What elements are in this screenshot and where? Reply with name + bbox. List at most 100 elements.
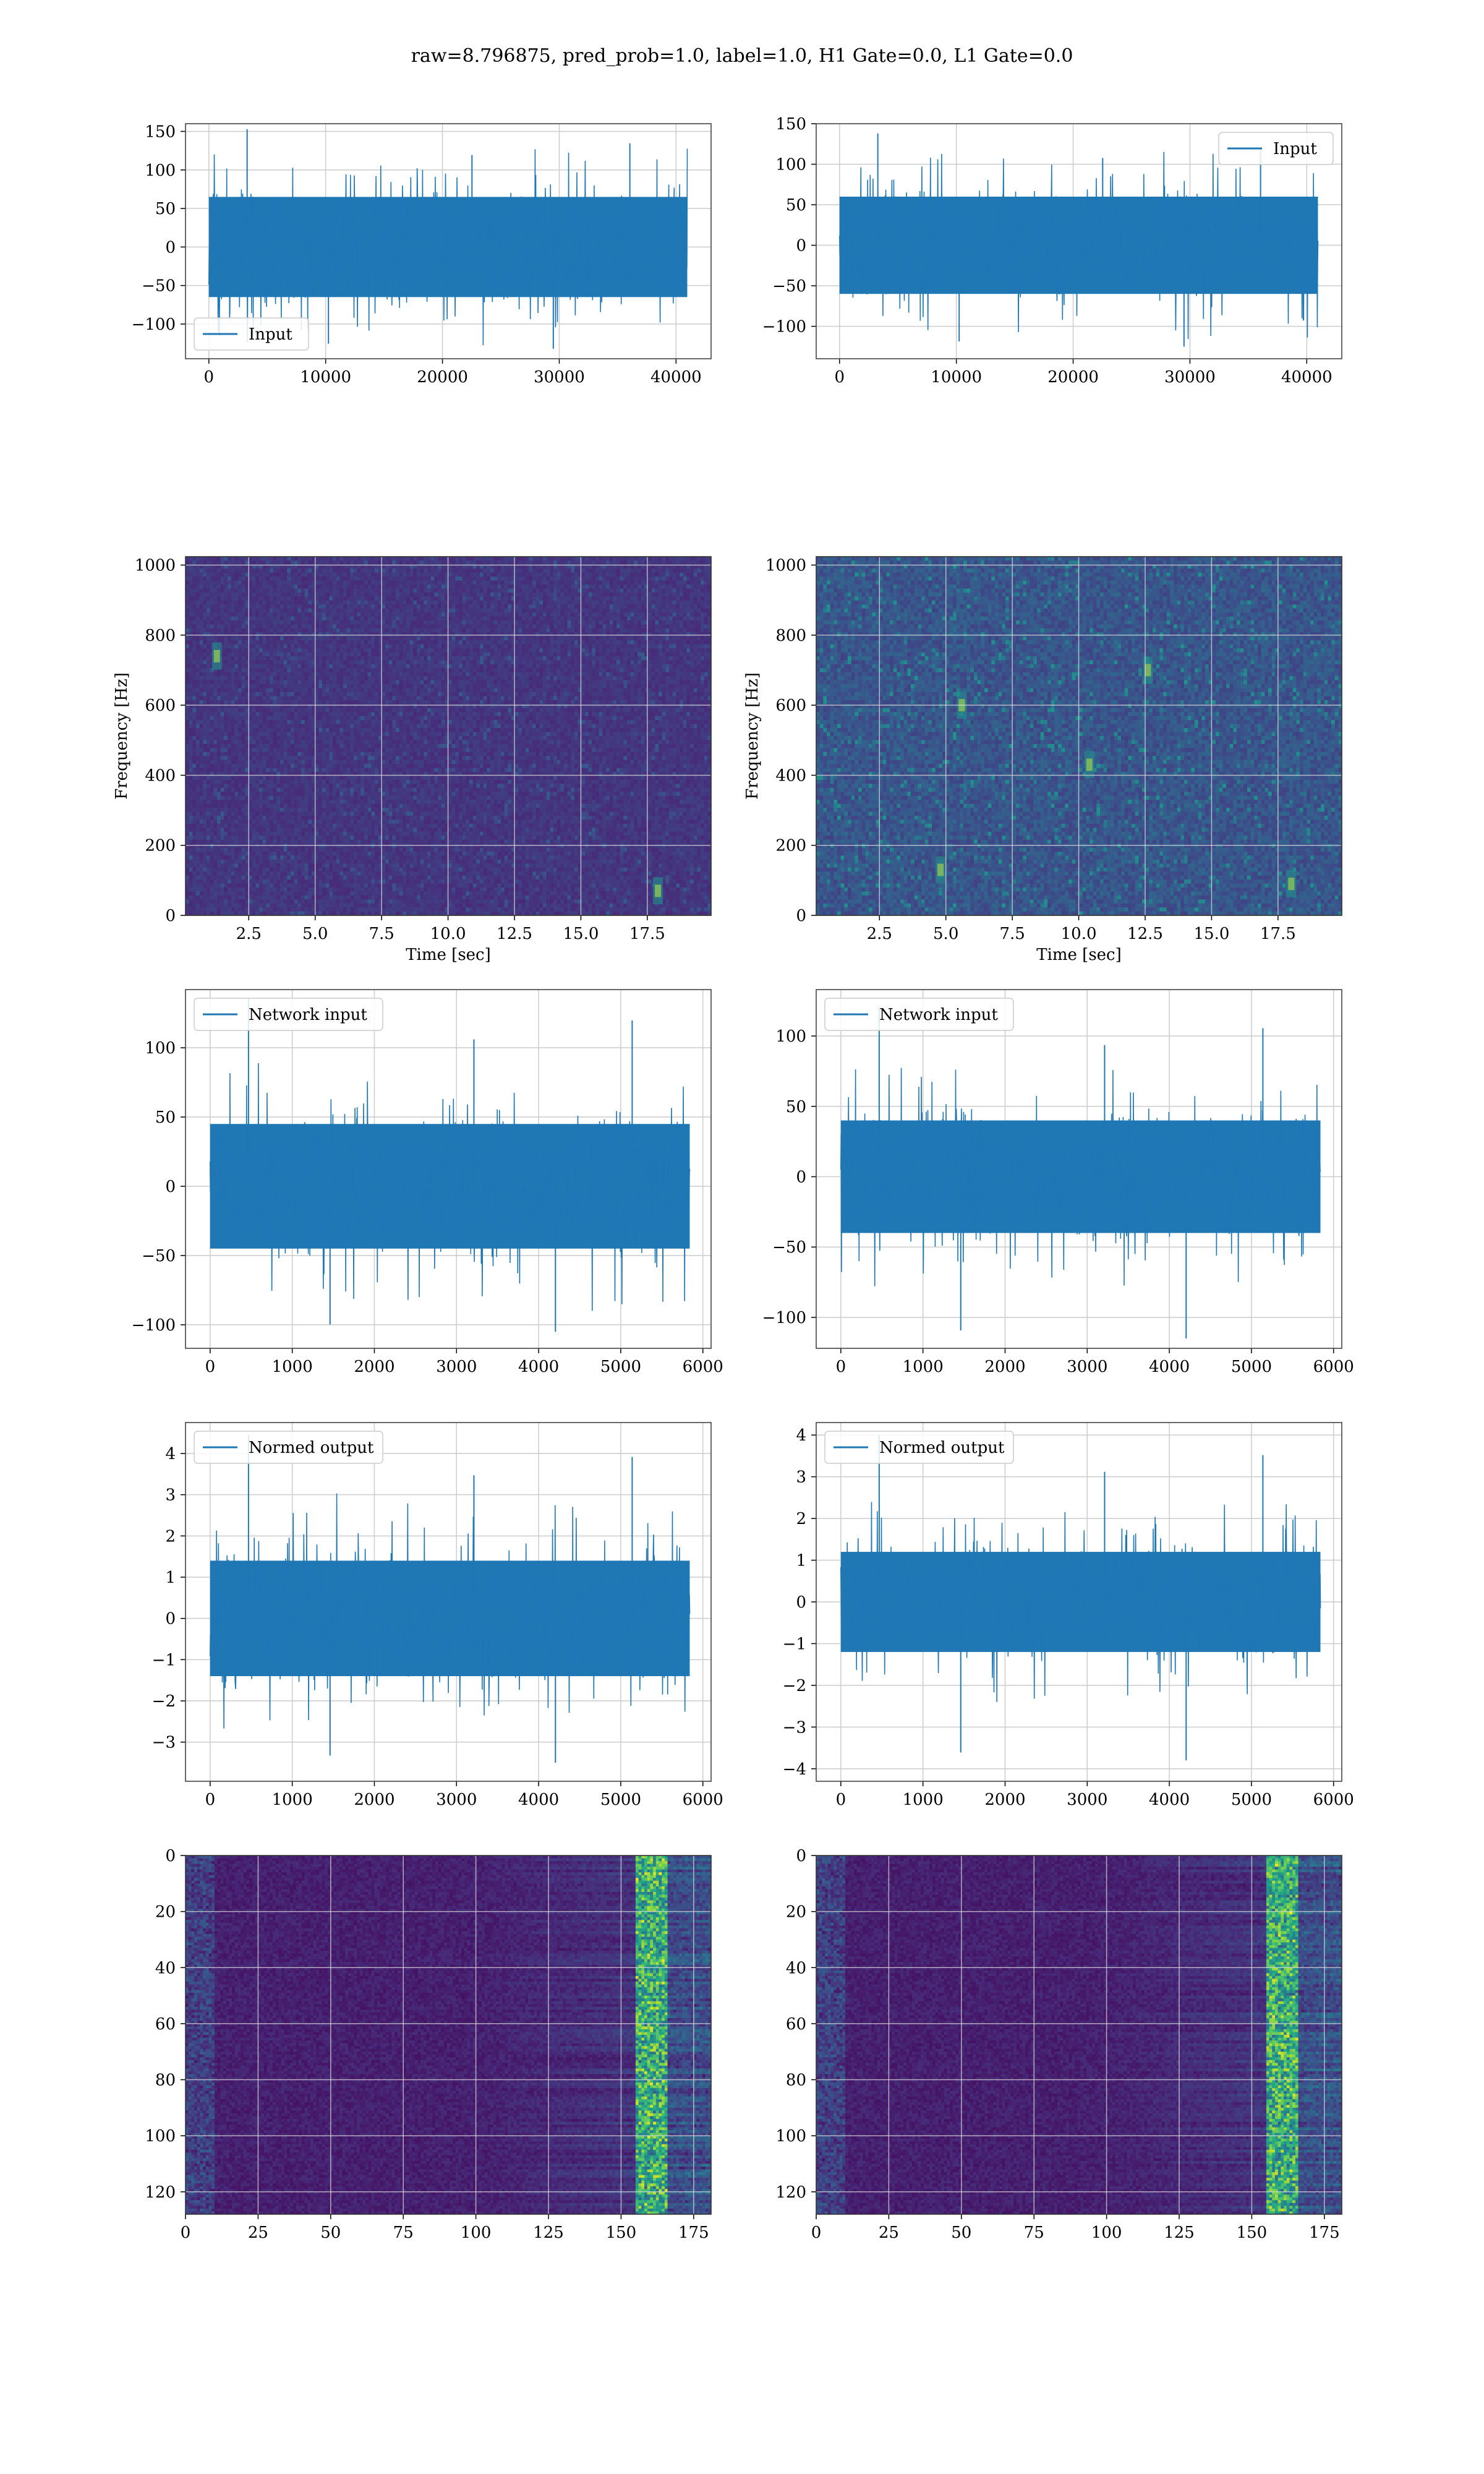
heatmap-cell — [217, 568, 221, 573]
heatmap-cell — [329, 581, 333, 585]
heatmap-cell — [680, 593, 683, 597]
heatmap-cell — [536, 573, 540, 577]
heatmap-cell — [238, 560, 242, 565]
heatmap-cell — [662, 593, 666, 597]
heatmap-cell — [318, 596, 322, 601]
heatmap-cell — [543, 573, 547, 577]
x-tick-label: 20000 — [417, 368, 468, 387]
heatmap-cell — [329, 584, 333, 589]
heatmap-cell — [595, 584, 599, 589]
heatmap-cell — [276, 617, 280, 621]
heatmap-cell — [234, 584, 238, 589]
heatmap-cell — [508, 568, 511, 573]
heatmap-cell — [616, 628, 620, 633]
heatmap-cell — [613, 573, 616, 577]
heatmap-cell — [490, 609, 494, 613]
heatmap-cell — [270, 596, 273, 601]
heatmap-cell — [641, 581, 645, 585]
heatmap-cell — [543, 628, 547, 633]
heatmap-cell — [403, 560, 406, 565]
heatmap-cell — [568, 609, 571, 613]
figure-title: raw=8.796875, pred_prob=1.0, label=1.0, … — [411, 45, 1073, 67]
heatmap-cell — [508, 612, 511, 617]
heatmap-cell — [287, 568, 291, 573]
heatmap-cell — [638, 628, 641, 633]
heatmap-cell — [564, 593, 568, 597]
heatmap-cell — [680, 596, 683, 601]
heatmap-cell — [518, 589, 522, 593]
heatmap-cell — [484, 609, 487, 613]
heatmap-cell — [382, 576, 385, 581]
heatmap-cell — [676, 604, 680, 609]
heatmap-cell — [518, 620, 522, 625]
heatmap-cell — [203, 584, 207, 589]
heatmap-cell — [441, 560, 445, 565]
heatmap-cell — [266, 593, 270, 597]
heatmap-cell — [427, 573, 431, 577]
heatmap-cell — [560, 557, 564, 561]
heatmap-cell — [371, 604, 375, 609]
heatmap-cell — [676, 617, 680, 621]
heatmap-cell — [690, 576, 694, 581]
heatmap-cell — [266, 604, 270, 609]
heatmap-cell — [659, 581, 662, 585]
heatmap-cell — [213, 604, 217, 609]
heatmap-cell — [648, 617, 652, 621]
heatmap-cell — [662, 620, 666, 625]
heatmap-cell — [431, 584, 435, 589]
heatmap-cell — [189, 576, 193, 581]
heatmap-cell — [424, 612, 427, 617]
heatmap-cell — [280, 560, 284, 565]
heatmap-cell — [701, 589, 704, 593]
heatmap-cell — [382, 589, 385, 593]
heatmap-cell — [686, 573, 690, 577]
heatmap-cell — [350, 620, 354, 625]
heatmap-cell — [259, 557, 263, 561]
heatmap-cell — [322, 609, 326, 613]
heatmap-cell — [357, 573, 361, 577]
heatmap-cell — [564, 589, 568, 593]
heatmap-cell — [505, 601, 508, 605]
heatmap-cell — [420, 617, 424, 621]
heatmap-cell — [420, 568, 424, 573]
heatmap-cell — [210, 573, 214, 577]
heatmap-cell — [476, 604, 480, 609]
heatmap-cell — [417, 609, 420, 613]
heatmap-cell — [620, 628, 624, 633]
heatmap-cell — [505, 560, 508, 565]
heatmap-cell — [203, 581, 207, 585]
heatmap-cell — [701, 625, 704, 629]
heatmap-cell — [329, 560, 333, 565]
heatmap-cell — [200, 617, 203, 621]
heatmap-cell — [210, 593, 214, 597]
heatmap-cell — [494, 589, 498, 593]
heatmap-cell — [638, 589, 641, 593]
heatmap-cell — [318, 573, 322, 577]
heatmap-cell — [648, 581, 652, 585]
heatmap-cell — [560, 601, 564, 605]
heatmap-cell — [326, 557, 330, 561]
heatmap-cell — [448, 557, 452, 561]
heatmap-cell — [399, 584, 403, 589]
heatmap-cell — [354, 617, 357, 621]
heatmap-cell — [200, 593, 203, 597]
heatmap-cell — [259, 593, 263, 597]
heatmap-cell — [638, 568, 641, 573]
heatmap-cell — [463, 617, 466, 621]
heatmap-cell — [308, 609, 312, 613]
heatmap-cell — [347, 557, 351, 561]
heatmap-cell — [539, 625, 543, 629]
heatmap-cell — [589, 609, 592, 613]
heatmap-cell — [459, 576, 463, 581]
heatmap-cell — [669, 625, 673, 629]
heatmap-cell — [683, 604, 687, 609]
heatmap-cell — [301, 620, 305, 625]
heatmap-cell — [360, 620, 364, 625]
heatmap-cell — [192, 617, 196, 621]
heatmap-cell — [539, 612, 543, 617]
heatmap-cell — [529, 557, 532, 561]
heatmap-cell — [634, 609, 638, 613]
heatmap-cell — [207, 628, 210, 633]
heatmap-cell — [357, 612, 361, 617]
heatmap-cell — [336, 628, 340, 633]
